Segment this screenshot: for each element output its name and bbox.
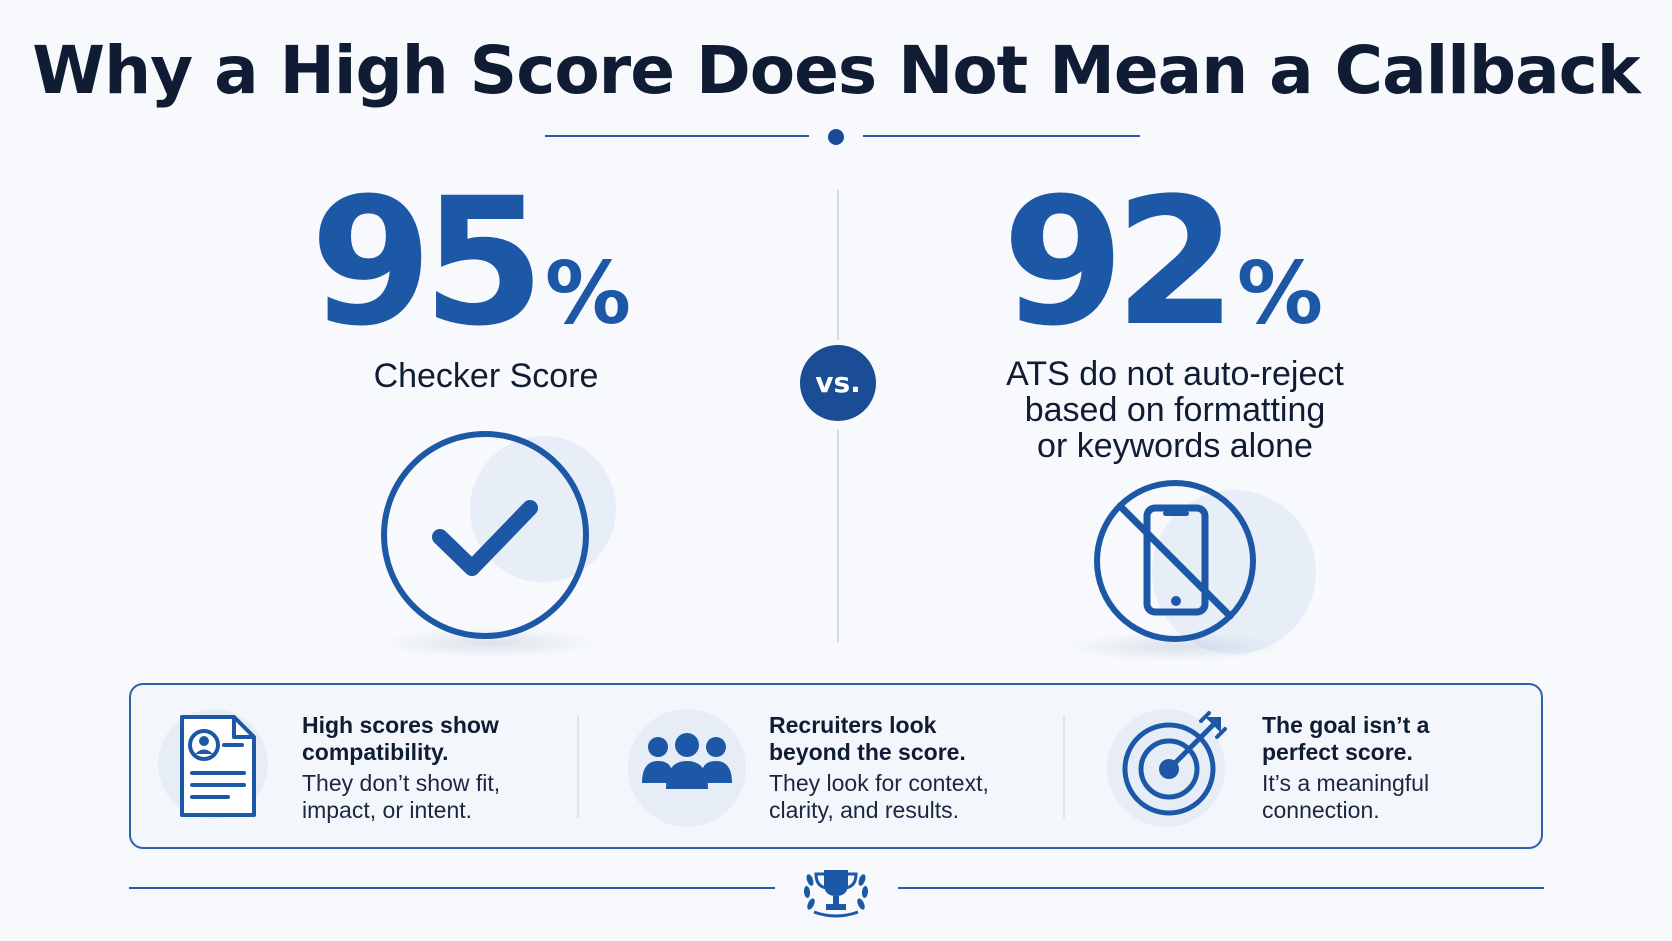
- point-heading: Recruiters look: [769, 712, 937, 738]
- point-3-text: The goal isn’t a perfect score. It’s a m…: [1262, 712, 1532, 824]
- point-heading: The goal isn’t a: [1262, 712, 1430, 738]
- point-body: clarity, and results.: [769, 797, 960, 823]
- footer-rule-left: [129, 887, 775, 889]
- card-separator: [577, 716, 579, 818]
- right-stat-label-line: or keywords alone: [1037, 427, 1313, 465]
- right-stat-value: 92: [1002, 160, 1237, 365]
- left-icon-halo: [470, 436, 616, 582]
- left-stat: 95%: [310, 175, 670, 351]
- right-stat-label-line: ATS do not auto-reject: [1006, 355, 1344, 393]
- right-stat-label: ATS do not auto-reject based on formatti…: [960, 356, 1390, 464]
- footer-rule-right: [898, 887, 1544, 889]
- point-heading: perfect score.: [1262, 739, 1413, 765]
- no-phone-icon: [1091, 478, 1259, 644]
- left-stat-value: 95: [310, 160, 545, 365]
- right-stat-number: 92%: [1002, 175, 1362, 351]
- left-stat-label: Checker Score: [373, 357, 599, 395]
- right-stat-unit: %: [1236, 244, 1324, 344]
- point-heading: beyond the score.: [769, 739, 966, 765]
- point-body: It’s a meaningful: [1262, 770, 1430, 796]
- checkmark-circle-icon: [380, 430, 590, 640]
- center-divider-top: [837, 190, 839, 340]
- left-stat-unit: %: [544, 244, 632, 344]
- key-points-card: [129, 683, 1543, 849]
- center-divider-bottom: [837, 430, 839, 642]
- vs-badge: vs.: [800, 345, 876, 421]
- point-1-text: High scores show compatibility. They don…: [302, 712, 572, 824]
- title-divider-dot: [828, 129, 844, 145]
- right-stat: 92%: [1002, 175, 1362, 351]
- point-body: They don’t show fit,: [302, 770, 501, 796]
- title-divider-left: [545, 135, 809, 137]
- left-stat-number: 95%: [310, 175, 670, 351]
- point-heading: compatibility.: [302, 739, 449, 765]
- trophy-laurel-icon: [798, 866, 874, 918]
- resume-document-icon: [178, 713, 258, 819]
- card-separator: [1063, 716, 1065, 818]
- point-body: They look for context,: [769, 770, 989, 796]
- point-heading: High scores show: [302, 712, 499, 738]
- target-arrow-icon: [1117, 711, 1227, 821]
- point-2-text: Recruiters look beyond the score. They l…: [769, 712, 1059, 824]
- people-group-icon: [640, 733, 734, 793]
- right-stat-label-line: based on formatting: [1024, 391, 1326, 429]
- point-body: connection.: [1262, 797, 1380, 823]
- page-title: Why a High Score Does Not Mean a Callbac…: [32, 32, 1640, 109]
- title-divider-right: [863, 135, 1140, 137]
- right-icon-halo: [1152, 490, 1316, 654]
- point-body: impact, or intent.: [302, 797, 473, 823]
